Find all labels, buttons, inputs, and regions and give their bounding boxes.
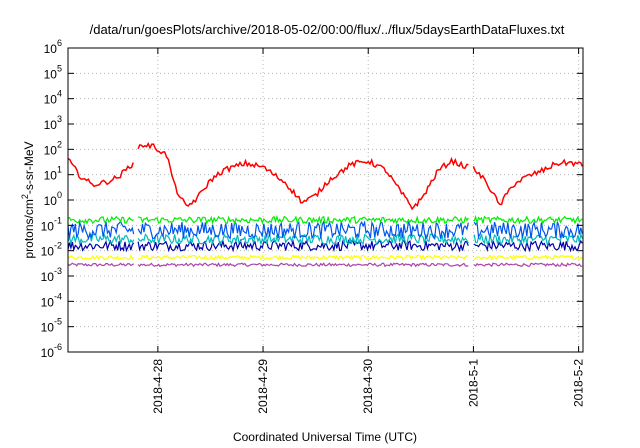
flux-series-line: [67, 239, 135, 253]
flux-series-line: [137, 238, 469, 253]
x-axis-label: Coordinated Universal Time (UTC): [233, 430, 417, 444]
flux-series-line: [67, 157, 134, 188]
y-axis-label: protons/cm2-s-sr-MeV: [20, 141, 36, 258]
flux-series-line: [137, 219, 469, 241]
flux-series-line: [67, 262, 135, 267]
chart-title: /data/run/goesPlots/archive/2018-05-02/0…: [90, 22, 565, 37]
grid: [68, 48, 583, 352]
flux-series-line: [473, 238, 583, 253]
flux-series-line: [473, 220, 583, 239]
flux-series-line: [67, 215, 134, 225]
y-tick-label: 100: [44, 190, 62, 208]
x-tick-label: 2018-4-28: [151, 359, 165, 414]
flux-series-line: [137, 232, 469, 246]
flux-series-line: [473, 254, 583, 261]
flux-series-line: [137, 142, 469, 211]
y-tick-label: 10-5: [41, 317, 62, 335]
flux-series-line: [138, 214, 469, 226]
flux-series-line: [473, 262, 583, 268]
flux-series-line: [473, 214, 583, 226]
y-tick-label: 106: [44, 38, 62, 56]
x-tick-label: 2018-5-2: [572, 359, 586, 407]
x-tick-label: 2018-4-29: [256, 359, 270, 414]
flux-series-line: [137, 254, 469, 262]
y-tick-label: 102: [44, 139, 62, 157]
flux-series-line: [137, 262, 469, 268]
flux-series-line: [67, 220, 135, 241]
y-tick-label: 105: [44, 63, 62, 81]
y-tick-label: 101: [44, 165, 62, 183]
x-tick-label: 2018-4-30: [361, 359, 375, 414]
y-tick-label: 10-4: [41, 291, 62, 309]
flux-series-line: [473, 231, 583, 246]
flux-series-line: [67, 232, 135, 246]
axis-ticks: 10-6 10-5 10-4 10-3 10-2 10-1 100 101 102 103 104 1…: [41, 38, 586, 414]
y-tick-label: 104: [44, 89, 62, 107]
flux-series-line: [472, 158, 584, 206]
y-tick-label: 103: [44, 114, 62, 132]
y-tick-label: 10-2: [41, 241, 62, 259]
x-tick-label: 2018-5-1: [466, 359, 480, 407]
y-tick-label: 10-6: [41, 342, 62, 360]
flux-series-line: [67, 254, 135, 261]
plot-area: [67, 142, 584, 268]
y-tick-label: 10-1: [41, 215, 62, 233]
plot-frame: [67, 47, 584, 353]
y-tick-label: 10-3: [41, 266, 62, 284]
